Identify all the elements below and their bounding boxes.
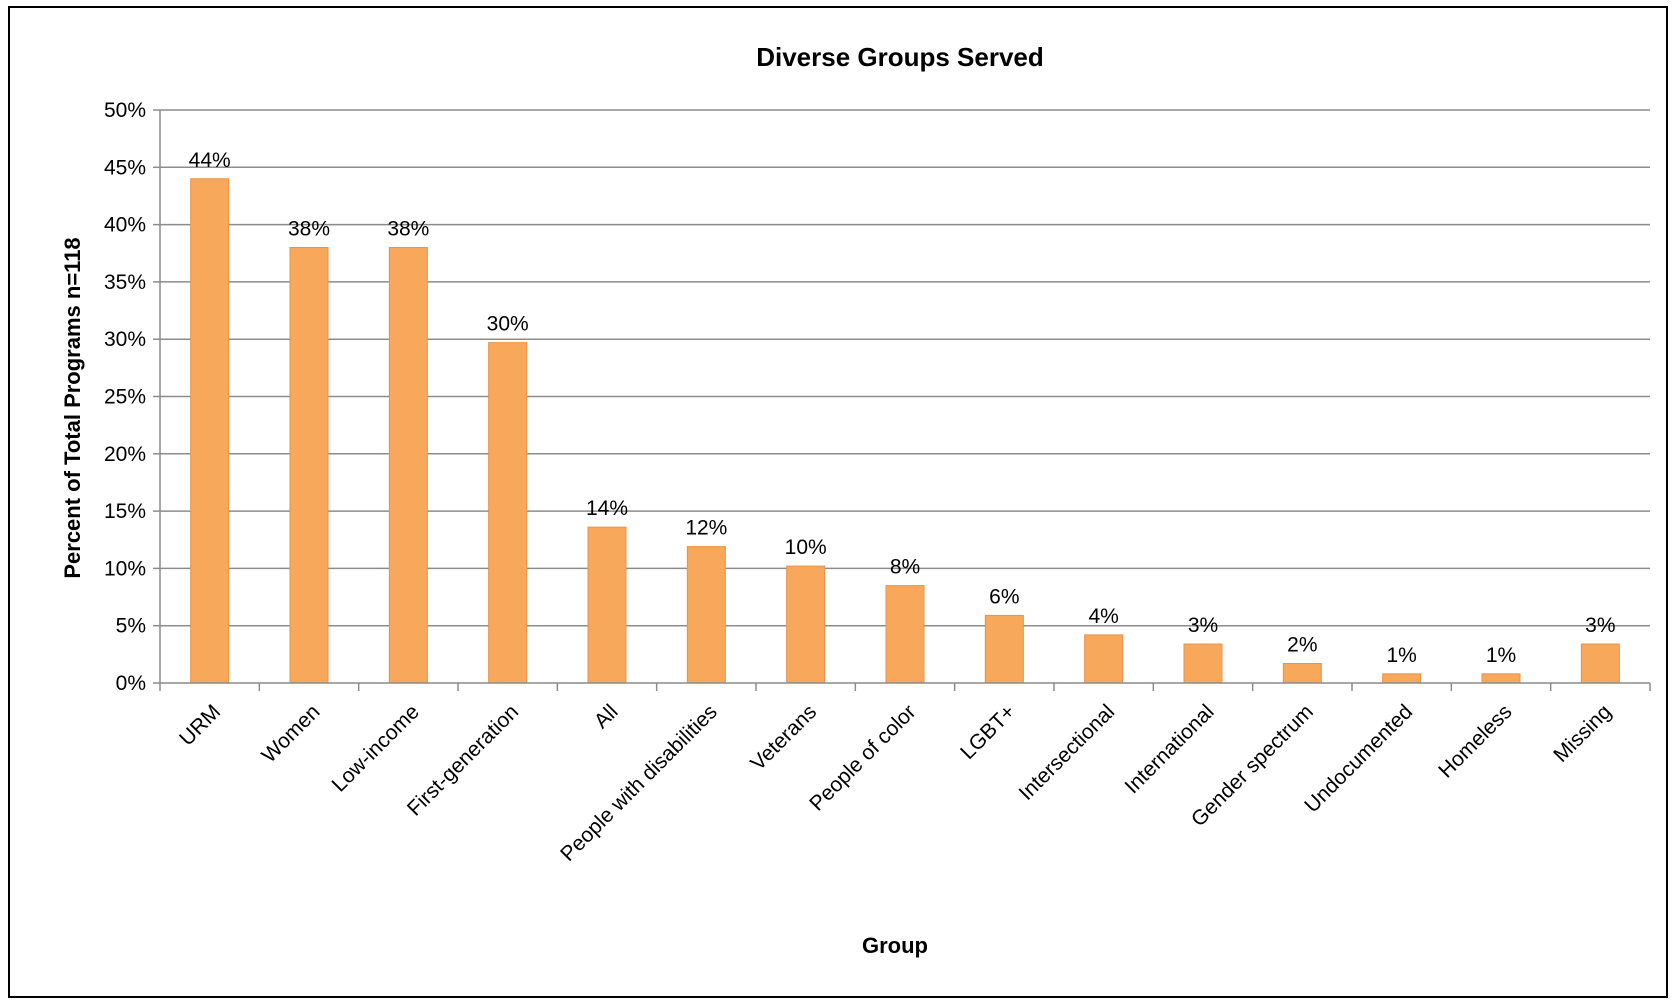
category-label: International bbox=[1121, 700, 1219, 798]
bar bbox=[786, 565, 826, 684]
bar bbox=[885, 585, 925, 684]
data-label: 3% bbox=[1585, 614, 1615, 637]
data-label: 8% bbox=[890, 556, 920, 579]
y-tick-label: 30% bbox=[104, 328, 146, 351]
bar bbox=[1084, 634, 1124, 684]
y-tick-label: 10% bbox=[104, 557, 146, 580]
bar bbox=[1282, 663, 1322, 684]
y-tick-label: 5% bbox=[116, 615, 146, 638]
data-label: 3% bbox=[1188, 614, 1218, 637]
data-label: 30% bbox=[487, 313, 529, 336]
data-label: 38% bbox=[288, 218, 330, 241]
y-axis-ticks: 0% 5% 10% 15% 20% 25% 30% 35% 40% 45% 50% bbox=[104, 99, 160, 695]
bar bbox=[984, 614, 1024, 684]
data-labels: 44% 38% 38% 30% 14% 12% 10% 8% 6% 4% 3% 2% 1% 1% 3% bbox=[189, 149, 1616, 667]
category-label: LGBT+ bbox=[956, 700, 1020, 764]
bar bbox=[1481, 673, 1521, 684]
data-label: 44% bbox=[189, 149, 231, 172]
data-label: 1% bbox=[1486, 644, 1516, 667]
chart-frame: Diverse Groups Served 0% 5% 10% 15% 20% 25% 30… bbox=[8, 6, 1668, 998]
bar bbox=[190, 178, 230, 684]
category-label: URM bbox=[175, 700, 225, 750]
bar bbox=[488, 342, 528, 684]
category-label: Women bbox=[257, 700, 324, 767]
category-label: All bbox=[590, 700, 623, 733]
category-label: Low-income bbox=[328, 700, 424, 796]
bar bbox=[1382, 673, 1422, 684]
bar bbox=[388, 247, 428, 684]
data-label: 4% bbox=[1088, 605, 1118, 628]
category-label: People of color bbox=[805, 700, 920, 815]
y-tick-label: 15% bbox=[104, 500, 146, 523]
y-tick-label: 0% bbox=[116, 672, 146, 695]
category-label: Homeless bbox=[1434, 700, 1516, 782]
y-tick-label: 45% bbox=[104, 156, 146, 179]
x-axis-title: Group bbox=[862, 933, 928, 958]
bar bbox=[686, 546, 726, 684]
data-label: 12% bbox=[685, 517, 727, 540]
y-tick-label: 25% bbox=[104, 386, 146, 409]
y-tick-label: 50% bbox=[104, 99, 146, 122]
bar bbox=[1580, 643, 1620, 684]
data-label: 2% bbox=[1287, 634, 1317, 657]
axes bbox=[159, 110, 1651, 691]
data-label: 10% bbox=[785, 536, 827, 559]
gridlines bbox=[160, 109, 1650, 627]
category-label: Intersectional bbox=[1015, 700, 1120, 805]
bar bbox=[289, 247, 329, 684]
bar bbox=[587, 526, 627, 684]
y-tick-label: 20% bbox=[104, 443, 146, 466]
y-axis-title: Percent of Total Programs n=118 bbox=[60, 237, 85, 578]
category-label: Veterans bbox=[746, 700, 821, 775]
category-label: Missing bbox=[1549, 700, 1616, 767]
bar bbox=[1183, 643, 1223, 684]
category-label: People with disabilities bbox=[556, 700, 722, 866]
bar-chart: Diverse Groups Served 0% 5% 10% 15% 20% 25% 30… bbox=[60, 42, 1651, 958]
chart-title: Diverse Groups Served bbox=[756, 42, 1044, 72]
data-label: 6% bbox=[989, 585, 1019, 608]
data-label: 1% bbox=[1386, 644, 1416, 667]
y-tick-label: 35% bbox=[104, 271, 146, 294]
data-label: 14% bbox=[586, 497, 628, 520]
y-tick-label: 40% bbox=[104, 214, 146, 237]
category-label: Undocumented bbox=[1300, 700, 1417, 817]
bars bbox=[190, 178, 1620, 684]
data-label: 38% bbox=[387, 218, 429, 241]
